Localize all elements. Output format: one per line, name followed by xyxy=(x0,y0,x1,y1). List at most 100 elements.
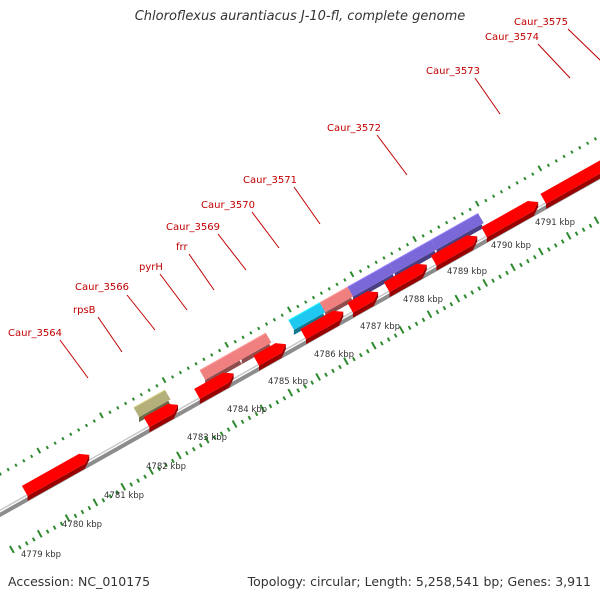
scale-tick-mark xyxy=(45,529,50,534)
scale-tick-label: 4784 kbp xyxy=(227,405,267,415)
scale-tick-mark xyxy=(442,305,447,311)
outer-tick-mark xyxy=(241,335,245,340)
outer-tick-mark xyxy=(264,322,269,326)
outer-tick-mark xyxy=(61,436,65,441)
scale-tick-label: 4782 kbp xyxy=(146,462,186,472)
outer-tick-mark xyxy=(194,361,198,366)
outer-tick-mark xyxy=(161,376,167,384)
genome-summary: Topology: circular; Length: 5,258,541 bp… xyxy=(247,574,591,589)
map-title: Chloroflexus aurantiacus J-10-fl, comple… xyxy=(134,9,466,24)
cds-arrow xyxy=(253,342,286,371)
outer-tick-mark xyxy=(474,200,480,207)
feature-block-outer xyxy=(347,263,395,302)
scale-tick-mark xyxy=(538,247,544,256)
scale-tick-mark xyxy=(52,525,57,530)
outer-tick-mark xyxy=(210,353,214,357)
scale-tick-mark xyxy=(470,290,475,295)
outer-tick-mark xyxy=(515,181,519,185)
outer-tick-mark xyxy=(492,194,496,198)
scale-tick-mark xyxy=(275,399,280,405)
cds-arrow xyxy=(481,200,539,243)
outer-tick-mark xyxy=(257,326,261,331)
scale-tick-mark xyxy=(454,294,461,303)
feature-label: Caur_3570 xyxy=(201,200,255,211)
outer-tick-mark xyxy=(343,278,347,282)
cds-arrow xyxy=(21,453,90,501)
scale-tick-mark xyxy=(482,278,488,287)
feature-label: rpsB xyxy=(73,305,96,316)
scale-tick-mark xyxy=(565,231,572,240)
cds-arrow xyxy=(194,372,234,404)
outer-tick-mark xyxy=(366,264,370,269)
scale-tick-mark xyxy=(296,388,301,393)
outer-tick-mark xyxy=(523,176,527,181)
outer-tick-mark xyxy=(405,242,410,247)
scale-tick-mark xyxy=(574,231,579,236)
outer-tick-mark xyxy=(131,397,136,401)
cds-arrow xyxy=(430,235,478,271)
outer-tick-mark xyxy=(593,137,598,141)
feature-leader-line xyxy=(59,339,89,379)
outer-tick-mark xyxy=(124,401,128,406)
outer-tick-mark xyxy=(92,419,96,423)
scale-tick-mark xyxy=(185,450,189,456)
outer-tick-mark xyxy=(531,172,535,176)
outer-tick-mark xyxy=(202,357,206,362)
feature-leader-line xyxy=(188,253,215,291)
scale-tick-mark xyxy=(435,309,440,315)
scale-tick-label: 4789 kbp xyxy=(447,267,487,277)
scale-tick-mark xyxy=(533,254,537,260)
outer-tick-mark xyxy=(217,348,222,353)
scale-tick-label: 4786 kbp xyxy=(314,350,354,360)
outer-tick-mark xyxy=(390,251,394,256)
outer-tick-mark xyxy=(507,185,511,190)
scale-tick-mark xyxy=(414,321,419,327)
feature-label: Caur_3564 xyxy=(8,328,62,339)
outer-tick-mark xyxy=(585,141,590,146)
scale-tick-mark xyxy=(370,341,377,350)
outer-tick-mark xyxy=(14,463,18,467)
scale-tick-mark xyxy=(498,274,502,280)
scale-tick-mark xyxy=(101,497,106,503)
outer-tick-mark xyxy=(170,375,175,379)
outer-tick-mark xyxy=(398,247,402,251)
backbone-line xyxy=(0,174,600,518)
scale-tick-mark xyxy=(231,420,238,428)
outer-tick-mark xyxy=(554,159,558,163)
outer-tick-mark xyxy=(224,341,230,348)
scale-tick-mark xyxy=(421,317,426,323)
scale-tick-mark xyxy=(36,529,43,538)
scale-tick-mark xyxy=(282,396,287,401)
outer-tick-mark xyxy=(155,384,159,388)
feature-label: frr xyxy=(176,242,188,253)
scale-tick-mark xyxy=(426,310,433,319)
scale-tick-label: 4791 kbp xyxy=(535,218,575,228)
outer-tick-mark xyxy=(36,447,42,454)
feature-label: Caur_3574 xyxy=(485,32,539,43)
outer-tick-mark xyxy=(546,163,551,168)
outer-tick-mark xyxy=(562,154,566,159)
feature-block-outer xyxy=(133,389,171,423)
scale-tick-mark xyxy=(157,466,161,472)
outer-tick-mark xyxy=(249,331,253,335)
cds-arrow xyxy=(347,290,379,318)
scale-tick-mark xyxy=(546,247,551,252)
cds-arrow xyxy=(300,310,344,345)
outer-tick-mark xyxy=(429,229,433,234)
feature-leader-line xyxy=(376,134,408,176)
outer-tick-mark xyxy=(570,150,574,154)
cds-arrow xyxy=(540,160,600,209)
scale-tick-mark xyxy=(164,462,168,468)
feature-block-outer xyxy=(430,213,484,255)
scale-tick-mark xyxy=(9,545,15,554)
scale-tick-label: 4788 kbp xyxy=(403,295,443,305)
feature-label: Caur_3573 xyxy=(426,66,480,77)
scale-tick-mark xyxy=(226,427,231,432)
outer-tick-mark xyxy=(484,198,488,203)
outer-tick-mark xyxy=(77,428,81,432)
scale-tick-mark xyxy=(393,333,398,338)
outer-tick-mark xyxy=(304,300,308,304)
feature-leader-line xyxy=(567,28,600,61)
scale-tick-mark xyxy=(315,372,321,381)
